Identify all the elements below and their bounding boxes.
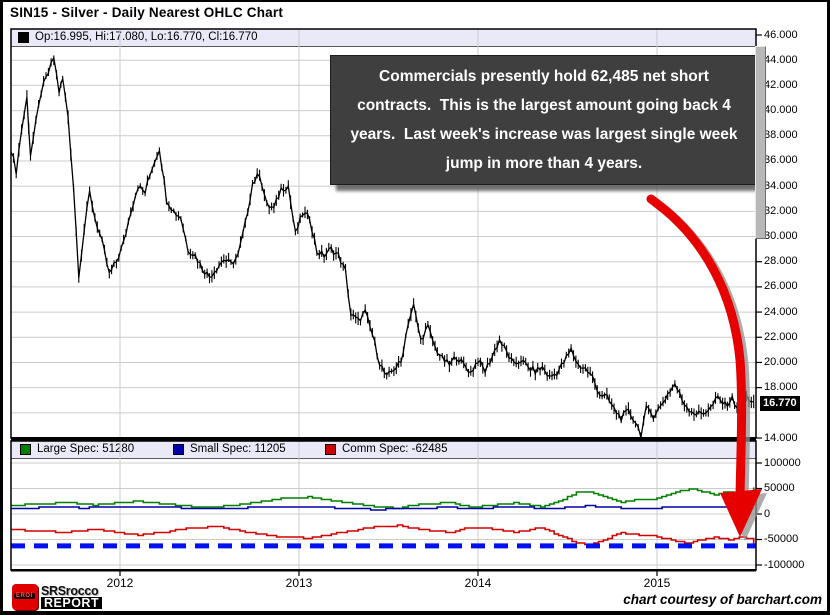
- legend-item-small-spec: Small Spec: 11205: [173, 443, 286, 455]
- ohlc-legend: Op:16.995, Hi:17.080, Lo:16.770, Cl:16.7…: [18, 31, 258, 43]
- srsrocco-logo: EROI SRSrocco REPORT: [12, 583, 103, 611]
- small-spec-label: Small Spec: 11205: [190, 443, 286, 455]
- page-title: SIN15 - Silver - Daily Nearest OHLC Char…: [10, 5, 284, 20]
- price-tick-label: 44.000: [764, 53, 798, 66]
- year-tick-label: 2015: [643, 576, 671, 590]
- small-spec-swatch-icon: [173, 443, 184, 455]
- price-tick-label: 32.000: [764, 204, 798, 217]
- price-tick-label: 34.000: [764, 179, 798, 192]
- price-tick-label: 22.000: [764, 330, 798, 343]
- price-tick-label: 18.000: [764, 381, 798, 394]
- annotation-callout: Commercials presently hold 62,485 net sh…: [330, 55, 758, 185]
- indicator-legend-strip: Large Spec: 51280 Small Spec: 11205 Comm…: [11, 441, 756, 459]
- comm-spec-swatch-icon: [325, 443, 336, 455]
- legend-item-large-spec: Large Spec: 51280: [20, 443, 134, 455]
- indicator-tick-label: -100000: [764, 558, 805, 571]
- ohlc-legend-label: Op:16.995, Hi:17.080, Lo:16.770, Cl:16.7…: [35, 31, 258, 43]
- logo-line2: REPORT: [41, 597, 103, 609]
- price-tick-label: 42.000: [764, 78, 798, 91]
- large-spec-swatch-icon: [20, 443, 31, 455]
- large-spec-label: Large Spec: 51280: [37, 443, 135, 455]
- price-tick-label: 14.000: [764, 431, 798, 444]
- price-tick-label: 46.000: [764, 28, 798, 41]
- last-price-badge: 16.770: [760, 396, 800, 411]
- price-tick-label: 20.000: [764, 355, 798, 368]
- ohlc-swatch-icon: [18, 31, 29, 43]
- indicator-tick-label: 50000: [764, 482, 795, 494]
- indicator-tick-label: 0: [764, 507, 771, 520]
- price-tick-label: 26.000: [764, 280, 798, 293]
- logo-line1: SRSrocco: [41, 584, 99, 598]
- srsrocco-logo-icon: EROI: [12, 584, 38, 610]
- year-tick-label: 2013: [285, 576, 313, 590]
- legend-item-comm-spec: Comm Spec: -62485: [325, 443, 447, 455]
- indicator-tick-label: 100000: [764, 456, 801, 469]
- price-tick-label: 24.000: [764, 305, 798, 318]
- price-tick-label: 40.000: [764, 104, 798, 117]
- courtesy-note: chart courtesy of barchart.com: [623, 592, 822, 607]
- price-tick-label: 30.000: [764, 230, 798, 242]
- year-tick-label: 2012: [106, 576, 134, 590]
- price-tick-label: 38.000: [764, 129, 798, 142]
- comm-spec-label: Comm Spec: -62485: [342, 443, 448, 455]
- price-tick-label: 36.000: [764, 154, 798, 167]
- indicator-tick-label: -50000: [764, 533, 799, 545]
- price-axis-scrollbar[interactable]: [755, 46, 766, 239]
- year-tick-label: 2014: [464, 576, 492, 590]
- price-tick-label: 28.000: [764, 255, 798, 268]
- ohlc-legend-strip: Op:16.995, Hi:17.080, Lo:16.770, Cl:16.7…: [11, 29, 756, 47]
- logo-icon-text: EROI: [14, 593, 35, 599]
